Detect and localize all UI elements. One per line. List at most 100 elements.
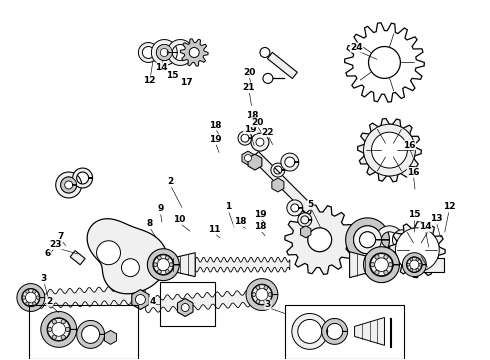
Circle shape	[245, 154, 251, 162]
Circle shape	[52, 335, 56, 339]
Polygon shape	[415, 258, 444, 272]
Polygon shape	[145, 289, 265, 313]
Text: 17: 17	[180, 78, 193, 87]
Text: 14: 14	[419, 222, 432, 231]
Circle shape	[166, 256, 169, 260]
Polygon shape	[268, 52, 297, 78]
Polygon shape	[300, 226, 311, 238]
Polygon shape	[151, 40, 177, 66]
Circle shape	[61, 335, 65, 339]
Circle shape	[33, 290, 36, 293]
Text: 13: 13	[430, 214, 442, 223]
Text: 20: 20	[243, 68, 255, 77]
Polygon shape	[355, 318, 385, 345]
Circle shape	[153, 263, 157, 267]
Polygon shape	[354, 226, 382, 254]
Circle shape	[419, 263, 422, 266]
Polygon shape	[375, 226, 403, 254]
Polygon shape	[104, 330, 117, 345]
Circle shape	[407, 263, 410, 266]
Circle shape	[22, 296, 25, 299]
Polygon shape	[358, 118, 421, 182]
Circle shape	[166, 270, 169, 274]
Polygon shape	[287, 200, 303, 216]
Circle shape	[33, 302, 36, 305]
Circle shape	[375, 258, 388, 271]
Text: 10: 10	[173, 215, 185, 224]
Text: 2: 2	[47, 297, 53, 306]
Circle shape	[384, 270, 388, 275]
Circle shape	[252, 285, 272, 305]
Circle shape	[375, 270, 379, 275]
Polygon shape	[404, 235, 420, 251]
Circle shape	[370, 253, 392, 276]
Circle shape	[157, 270, 161, 274]
Text: 19: 19	[209, 135, 221, 144]
Circle shape	[251, 133, 269, 151]
Text: 19: 19	[244, 125, 256, 134]
Circle shape	[52, 320, 56, 324]
Circle shape	[36, 296, 40, 299]
Circle shape	[25, 302, 29, 305]
Polygon shape	[349, 252, 379, 278]
Circle shape	[157, 256, 161, 260]
Text: 8: 8	[146, 219, 152, 228]
Polygon shape	[165, 253, 195, 276]
Polygon shape	[271, 163, 285, 177]
Polygon shape	[180, 39, 208, 66]
Circle shape	[395, 228, 439, 272]
Polygon shape	[298, 213, 312, 227]
Polygon shape	[344, 23, 424, 102]
Polygon shape	[390, 222, 445, 278]
Circle shape	[407, 257, 422, 272]
Polygon shape	[132, 289, 149, 310]
Polygon shape	[156, 45, 172, 60]
Text: 7: 7	[57, 232, 64, 241]
Circle shape	[61, 320, 65, 324]
Text: 23: 23	[49, 240, 62, 249]
Polygon shape	[61, 177, 76, 193]
Polygon shape	[402, 253, 426, 276]
Text: 3: 3	[41, 274, 47, 283]
Text: 9: 9	[157, 204, 164, 213]
Circle shape	[263, 73, 273, 84]
Polygon shape	[272, 178, 284, 192]
Circle shape	[410, 269, 413, 271]
Circle shape	[264, 286, 268, 289]
Polygon shape	[17, 284, 45, 311]
Circle shape	[384, 255, 388, 259]
Polygon shape	[167, 40, 193, 66]
Polygon shape	[285, 205, 355, 274]
Circle shape	[260, 48, 270, 58]
Polygon shape	[87, 219, 168, 294]
Circle shape	[371, 132, 407, 168]
Circle shape	[181, 303, 189, 311]
Text: 15: 15	[408, 210, 420, 219]
Polygon shape	[322, 319, 347, 345]
Circle shape	[48, 327, 52, 332]
Text: 19: 19	[254, 210, 266, 219]
Polygon shape	[281, 153, 299, 171]
Text: 24: 24	[350, 43, 363, 52]
Polygon shape	[73, 168, 93, 188]
Polygon shape	[177, 298, 193, 316]
Polygon shape	[251, 152, 313, 213]
Polygon shape	[242, 151, 254, 165]
Circle shape	[25, 290, 29, 293]
Circle shape	[360, 232, 375, 248]
Polygon shape	[70, 251, 85, 265]
Text: 15: 15	[166, 71, 178, 80]
Polygon shape	[364, 247, 399, 283]
Text: 18: 18	[234, 217, 246, 226]
Circle shape	[48, 318, 70, 341]
Text: 11: 11	[208, 225, 220, 234]
Polygon shape	[139, 42, 158, 62]
Circle shape	[410, 258, 413, 261]
Circle shape	[52, 323, 66, 336]
Polygon shape	[238, 131, 252, 145]
Polygon shape	[28, 285, 146, 309]
Circle shape	[410, 260, 419, 269]
Text: 21: 21	[243, 83, 255, 92]
Text: 18: 18	[245, 111, 258, 120]
Text: 16: 16	[407, 167, 419, 176]
